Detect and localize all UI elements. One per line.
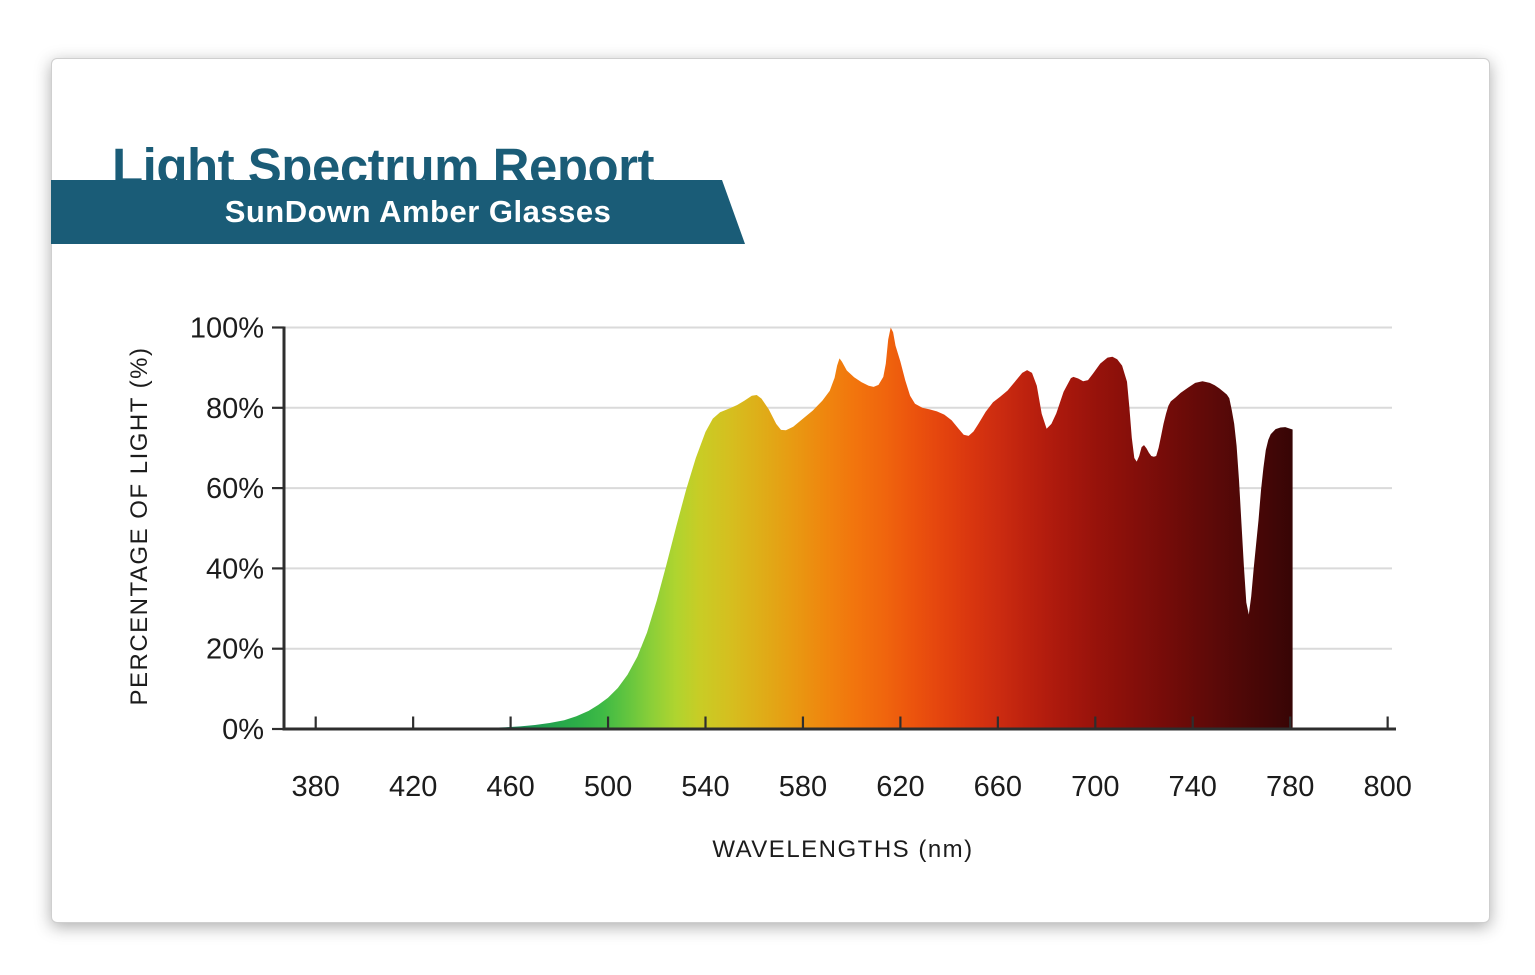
- x-tick-label: 540: [681, 771, 729, 803]
- x-axis-title: WAVELENGTHS (nm): [712, 836, 974, 863]
- x-tick-label: 740: [1169, 771, 1217, 803]
- y-tick-label: 100%: [190, 313, 264, 345]
- y-tick-label: 60%: [206, 473, 264, 505]
- y-tick-label: 40%: [206, 553, 264, 585]
- y-axis-title: PERCENTAGE OF LIGHT (%): [126, 346, 153, 706]
- x-tick-label: 780: [1266, 771, 1314, 803]
- y-tick-label: 20%: [206, 634, 264, 666]
- x-tick-label: 500: [584, 771, 632, 803]
- y-tick-label: 0%: [222, 714, 264, 746]
- x-tick-label: 700: [1071, 771, 1119, 803]
- x-tick-label: 420: [389, 771, 437, 803]
- x-tick-label: 800: [1363, 771, 1411, 803]
- x-tick-label: 580: [779, 771, 827, 803]
- x-tick-label: 660: [974, 771, 1022, 803]
- subtitle-banner-label: SunDown Amber Glasses: [224, 194, 612, 229]
- subtitle-banner: SunDown Amber Glasses: [51, 180, 745, 244]
- x-tick-label: 620: [876, 771, 924, 803]
- x-tick-label: 460: [486, 771, 534, 803]
- spectrum-area: [315, 327, 1293, 729]
- x-tick-label: 380: [292, 771, 340, 803]
- y-tick-label: 80%: [206, 393, 264, 425]
